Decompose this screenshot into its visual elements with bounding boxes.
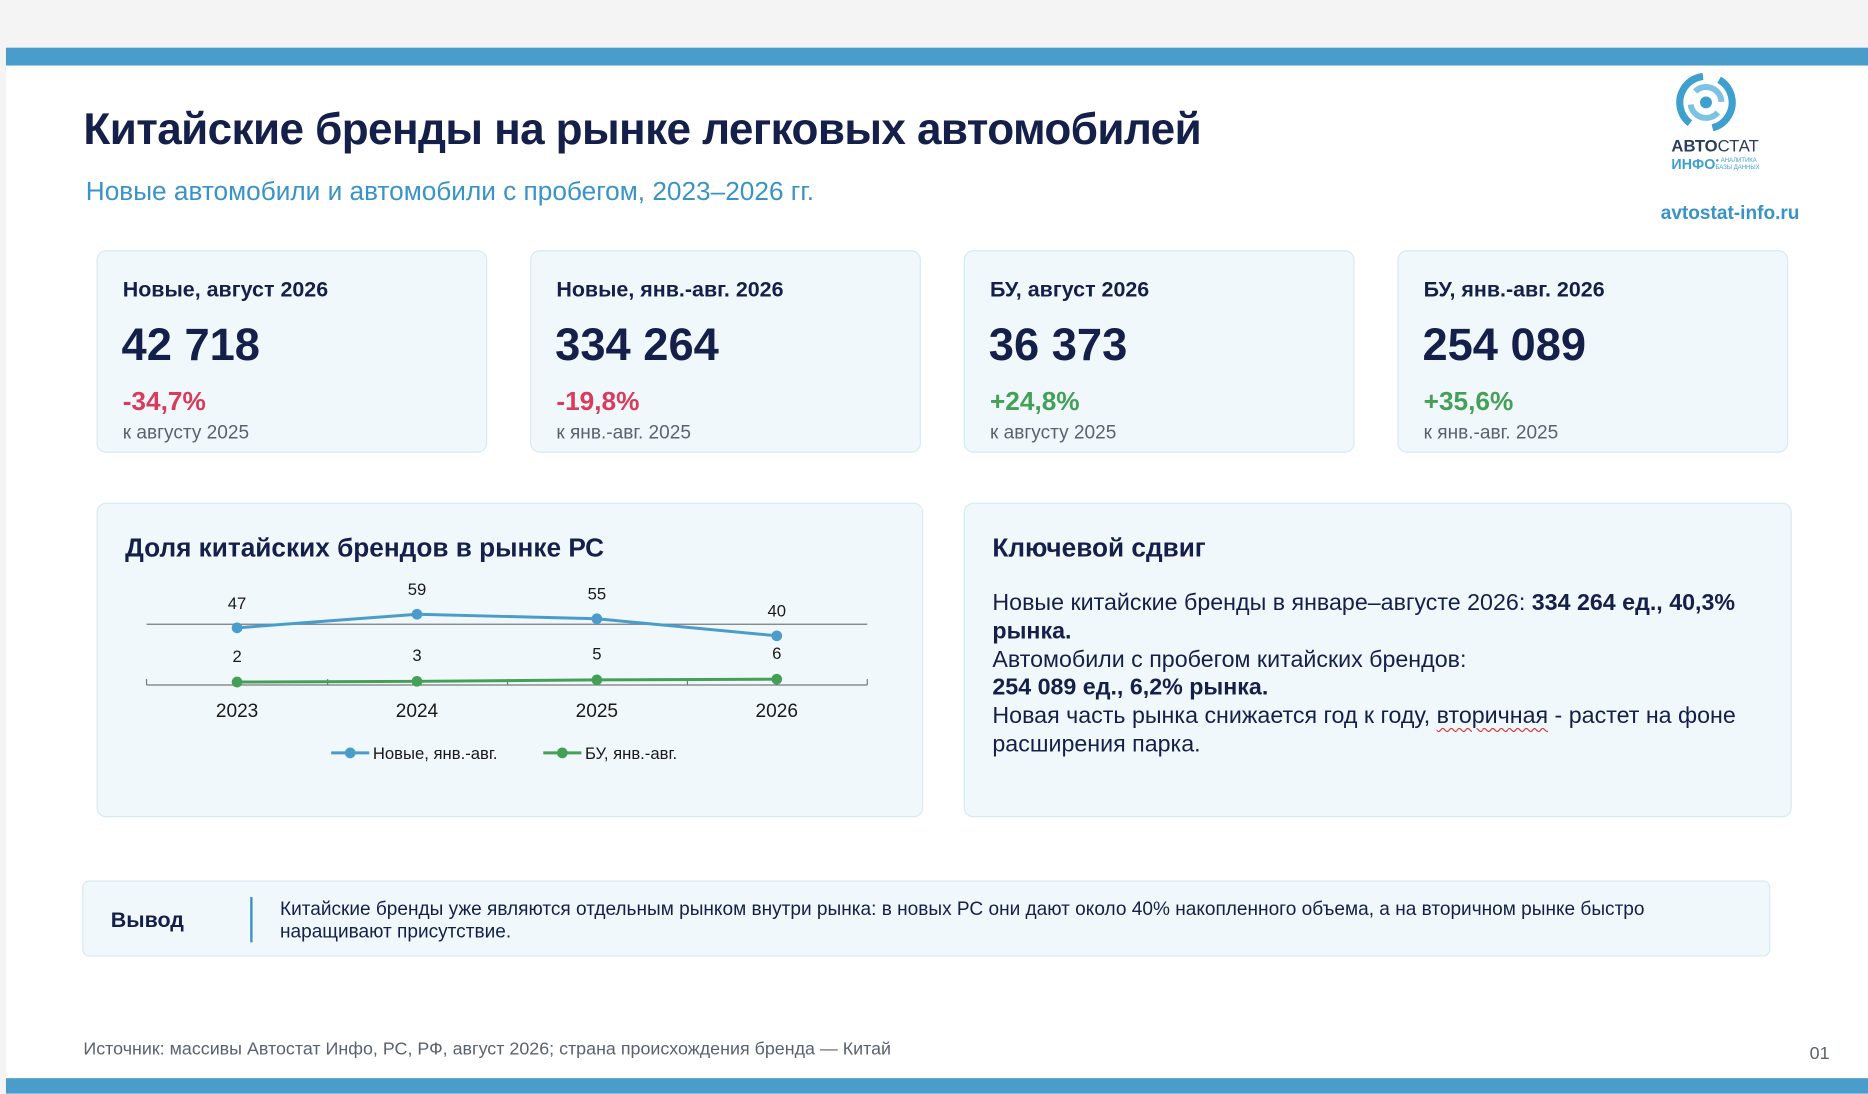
chart-title: Доля китайских брендов в рынке РС <box>125 532 605 563</box>
page-subtitle: Новые автомобили и автомобили с пробегом… <box>85 176 815 207</box>
conclusion-text: Китайские бренды уже являются отдельным … <box>279 899 1645 942</box>
key-shift-text: Новые китайские бренды в январе–августе … <box>992 589 1736 758</box>
data-point <box>771 673 783 685</box>
kpi-compare: к янв.-авг. 2025 <box>1423 422 1559 444</box>
x-tick-label: 2026 <box>756 701 798 722</box>
site-link[interactable]: avtostat-info.ru <box>1660 203 1800 224</box>
legend-label: БУ, янв.-авг. <box>585 744 677 763</box>
kpi-compare: к августу 2025 <box>122 422 250 444</box>
logo-wordmark: АВТОСТАТ <box>1671 135 1759 155</box>
x-tick-label: 2024 <box>396 701 439 722</box>
kpi-label: БУ, янв.-авг. 2026 <box>1423 277 1605 302</box>
kpi-value: 334 264 <box>555 320 719 371</box>
swirl-logo-icon <box>1676 72 1736 133</box>
page-number: 01 <box>1809 1043 1830 1064</box>
kpi-compare: к августу 2025 <box>989 422 1117 444</box>
kpi-change: +35,6% <box>1423 385 1514 416</box>
kpi-change: -34,7% <box>122 385 206 416</box>
kpi-card-new-august: Новые, август 2026 42 718 -34,7% к авгус… <box>96 250 488 453</box>
kpi-card-used-ytd: БУ, янв.-авг. 2026 254 089 +35,6% к янв.… <box>1397 250 1789 453</box>
kpi-label: Новые, янв.-авг. 2026 <box>556 277 784 302</box>
key-shift-panel: Ключевой сдвиг Новые китайские бренды в … <box>963 502 1792 818</box>
kpi-change: -19,8% <box>556 385 640 416</box>
data-point <box>591 613 603 625</box>
data-label: 55 <box>588 585 607 604</box>
kpi-value: 42 718 <box>121 320 260 371</box>
kpi-value: 36 373 <box>988 320 1128 371</box>
top-accent-bar <box>5 47 1868 66</box>
data-label: 40 <box>767 602 786 621</box>
legend-swatch-marker <box>556 747 568 759</box>
data-point <box>231 622 243 634</box>
conclusion-label: Вывод <box>110 907 184 932</box>
data-label: 2 <box>232 647 241 666</box>
data-label: 3 <box>412 646 421 665</box>
data-label: 5 <box>592 645 601 664</box>
brand-logo: АВТОСТАТ ИНФО ● АНАЛИТИКА БАЗЫ ДАННЫХ <box>1665 69 1780 189</box>
kpi-compare: к янв.-авг. 2025 <box>556 422 691 444</box>
share-chart-panel: Доля китайских брендов в рынке РС 47 59 55… <box>96 502 924 818</box>
key-shift-title: Ключевой сдвиг <box>992 532 1206 563</box>
kpi-label: БУ, август 2026 <box>989 277 1150 302</box>
series-line-1 <box>237 677 777 684</box>
data-label: 59 <box>408 580 427 599</box>
series-line-0 <box>236 612 777 638</box>
data-point <box>411 675 423 687</box>
data-label: 47 <box>228 594 247 613</box>
data-label: 6 <box>772 644 781 663</box>
spellcheck-flagged-word: вторичная <box>1436 703 1549 730</box>
share-line-chart: 47 59 55 40 2 3 5 6 2023 2024 2025 2026 Новые, янв.-… <box>145 580 868 763</box>
page-title: Китайские бренды на рынке легковых автом… <box>83 104 1202 154</box>
data-point <box>231 676 243 688</box>
kpi-label: Новые, август 2026 <box>122 277 329 302</box>
x-tick-label: 2023 <box>216 701 258 722</box>
kpi-change: +24,8% <box>989 385 1080 416</box>
conclusion-box: Вывод Китайские бренды уже являются отде… <box>82 880 1771 957</box>
legend-swatch-marker <box>344 747 356 759</box>
kpi-card-used-august: БУ, август 2026 36 373 +24,8% к августу … <box>963 250 1355 453</box>
legend-label: Новые, янв.-авг. <box>373 744 498 763</box>
kpi-value: 254 089 <box>1422 320 1587 371</box>
data-point <box>771 630 783 642</box>
logo-wordmark-line2: ИНФО <box>1671 156 1716 173</box>
data-point <box>411 608 423 620</box>
data-point <box>591 674 603 686</box>
bottom-accent-bar <box>5 1078 1868 1094</box>
kpi-card-new-ytd: Новые, янв.-авг. 2026 334 264 -19,8% к я… <box>530 250 921 453</box>
x-tick-label: 2025 <box>576 701 618 722</box>
logo-tagline: ● АНАЛИТИКА БАЗЫ ДАННЫХ <box>1715 157 1760 172</box>
source-note: Источник: массивы Автостат Инфо, РС, РФ,… <box>83 1038 892 1060</box>
conclusion-divider <box>250 897 253 943</box>
